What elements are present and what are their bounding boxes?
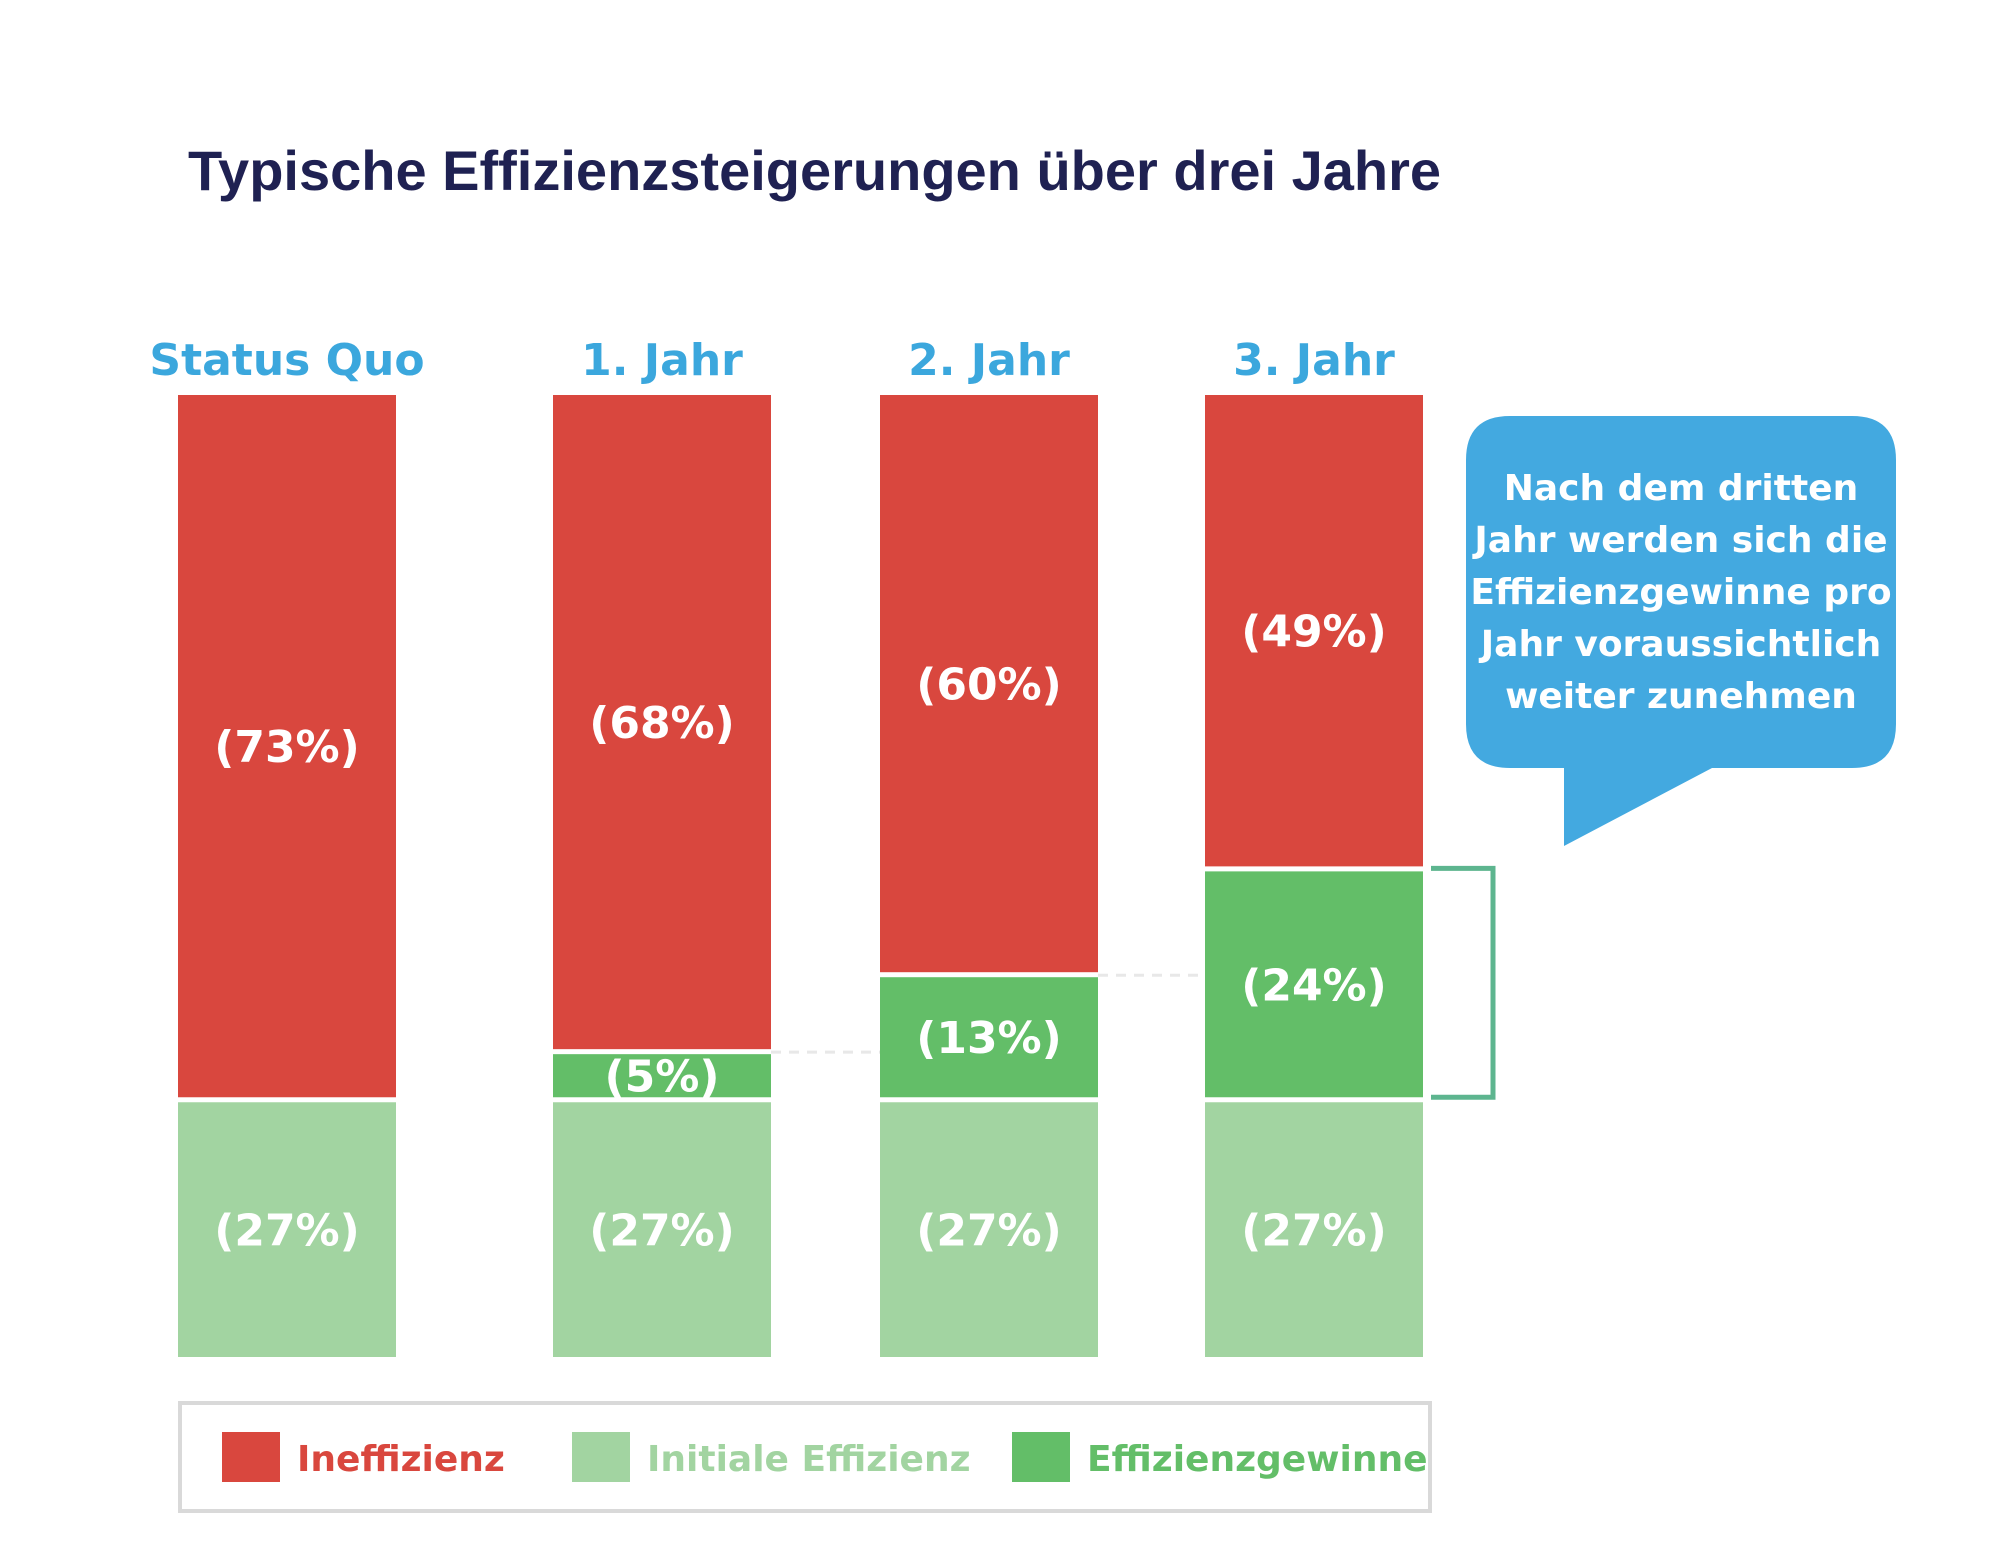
- legend: Ineffizienz Initiale Effizienz Effizienzge…: [178, 1401, 1432, 1513]
- bar-segment-ineffizienz: [178, 395, 396, 1098]
- legend-swatch-ineffizienz: [222, 1432, 280, 1482]
- data-label: (13%): [916, 1013, 1062, 1064]
- bars-layer: [178, 395, 1423, 1357]
- annotation-line: Nach dem dritten: [1504, 468, 1858, 509]
- column-label: 2. Jahr: [908, 335, 1070, 386]
- legend-label-initiale: Initiale Effizienz: [647, 1439, 971, 1480]
- data-label: (24%): [1241, 960, 1387, 1011]
- data-label: (5%): [605, 1052, 720, 1103]
- bar-segment-initiale: [178, 1102, 396, 1357]
- column-label: Status Quo: [149, 335, 424, 386]
- data-label: (27%): [589, 1206, 735, 1257]
- bar-segment-initiale: [1205, 1102, 1423, 1357]
- annotation-line: weiter zunehmen: [1505, 676, 1857, 717]
- bar-segment-gewinne: [1205, 871, 1423, 1098]
- data-label: (27%): [1241, 1206, 1387, 1257]
- speech-bubble: [1466, 416, 1896, 846]
- legend-box: [178, 1401, 1432, 1513]
- annotation-layer: Nach dem dritten Jahr werden sich die Effi…: [1431, 416, 1896, 1100]
- legend-swatch-initiale: [572, 1432, 630, 1482]
- data-label: (73%): [214, 722, 360, 773]
- annotation-line: Effizienzgewinne pro: [1470, 572, 1891, 613]
- legend-swatch-gewinne: [1012, 1432, 1070, 1482]
- legend-label-gewinne: Effizienzgewinne: [1087, 1439, 1428, 1480]
- annotation-line: Jahr werden sich die: [1471, 520, 1887, 561]
- chart-title: Typische Effizienzsteigerungen über drei…: [188, 139, 1441, 202]
- gain-bracket: [1431, 865, 1496, 1100]
- data-label: (60%): [916, 660, 1062, 711]
- data-label: (27%): [214, 1206, 360, 1257]
- column-label: 1. Jahr: [581, 335, 743, 386]
- bar-segment-initiale: [880, 1102, 1098, 1357]
- data-label: (49%): [1241, 607, 1387, 658]
- bar-segment-ineffizienz: [553, 395, 771, 1050]
- bar-segment-gewinne: [880, 977, 1098, 1098]
- column-label: 3. Jahr: [1233, 335, 1395, 386]
- legend-label-ineffizienz: Ineffizienz: [297, 1439, 505, 1480]
- data-label: (27%): [916, 1206, 1062, 1257]
- bar-segment-initiale: [553, 1102, 771, 1357]
- bar-segment-ineffizienz: [1205, 395, 1423, 867]
- bar-segment-gewinne: [553, 1054, 771, 1098]
- annotation-line: Jahr voraussichtlich: [1478, 624, 1882, 665]
- data-label: (68%): [589, 698, 735, 749]
- bar-segment-ineffizienz: [880, 395, 1098, 973]
- labels-layer: Status Quo (27%) (73%) 1. Jahr (27%) (5%) (68%…: [149, 335, 1395, 1257]
